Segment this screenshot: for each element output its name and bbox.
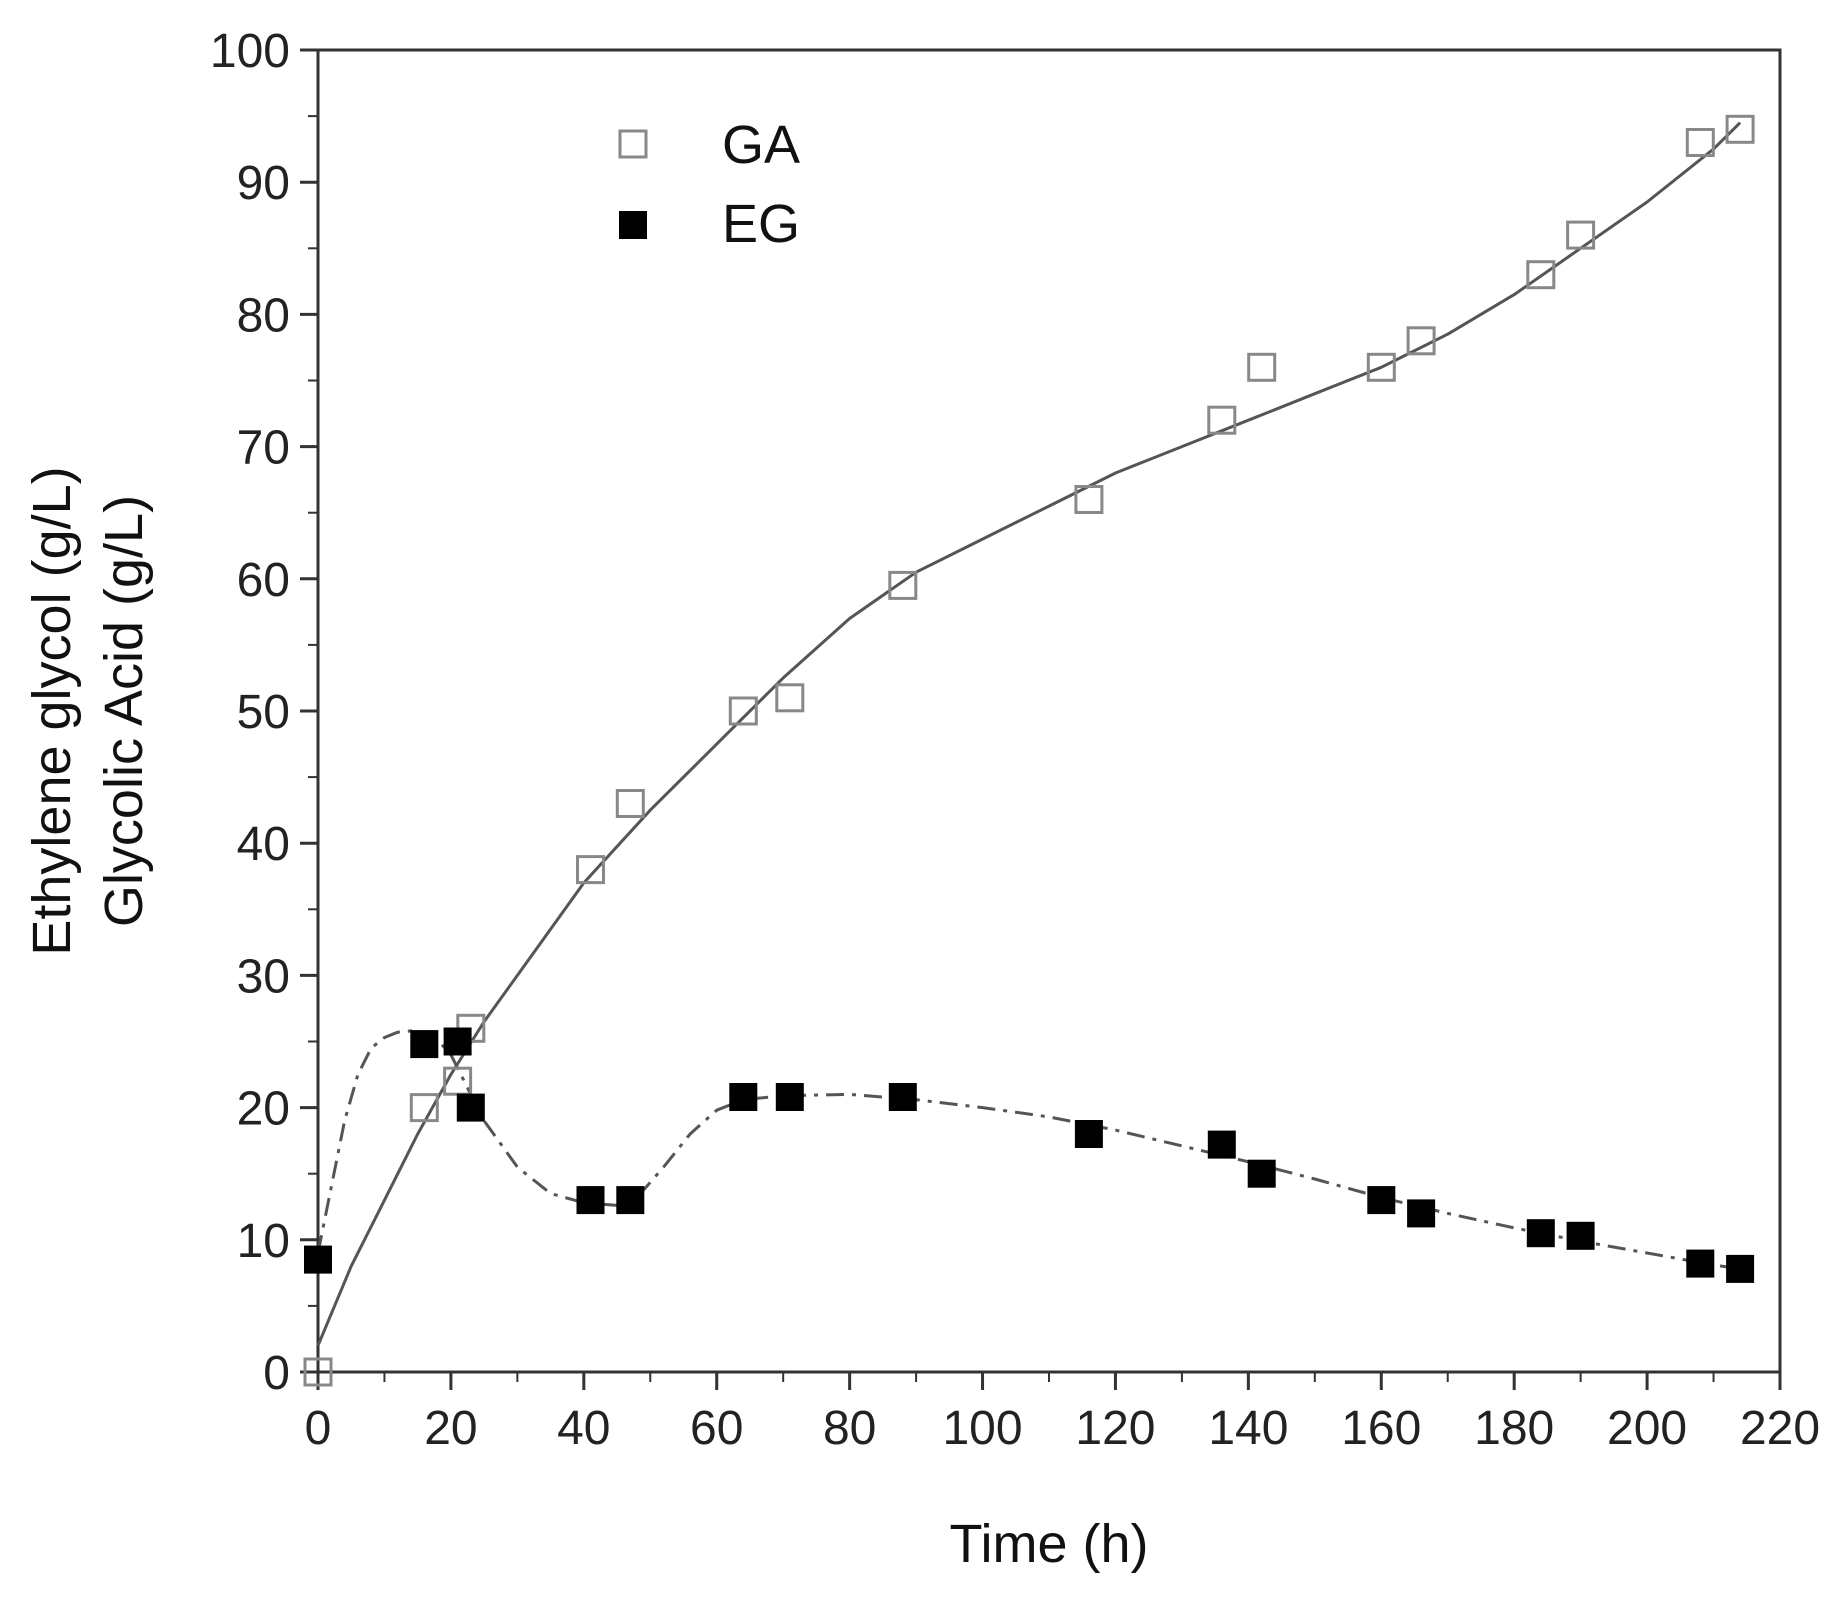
ga-data-point xyxy=(1074,485,1104,514)
legend-label-ga: GA xyxy=(722,115,800,175)
ga-data-point xyxy=(1247,352,1277,382)
eg-data-point xyxy=(456,1093,485,1122)
x-tick-label: 120 xyxy=(1075,1402,1155,1455)
x-tick-label: 40 xyxy=(557,1402,610,1455)
ga-data-point xyxy=(1526,260,1556,290)
y-tick-label: 50 xyxy=(237,686,290,739)
ga-data-point xyxy=(1366,352,1396,382)
x-tick-label: 20 xyxy=(424,1402,477,1455)
eg-data-point xyxy=(1566,1221,1595,1250)
ga-data-point xyxy=(888,570,918,600)
tick-labels: 0 20 40 60 80 100 120 140 160 180 200 220 0 10 20 30 40 5… xyxy=(210,25,1820,1455)
eg-data-point xyxy=(1367,1186,1396,1215)
eg-data-point xyxy=(410,1030,439,1059)
ga-data-point xyxy=(1685,128,1715,157)
y-axis-title-line-2: Glycolic Acid (g/L) xyxy=(94,495,154,927)
x-tick-label: 100 xyxy=(942,1402,1022,1455)
eg-data-point xyxy=(1686,1249,1715,1278)
ga-data-point xyxy=(1566,220,1596,250)
y-tick-label: 10 xyxy=(237,1215,290,1268)
eg-data-point xyxy=(304,1245,332,1274)
eg-data-point xyxy=(576,1186,605,1215)
x-tick-label: 60 xyxy=(690,1402,743,1455)
x-tick-label: 80 xyxy=(823,1402,876,1455)
eg-data-point xyxy=(1526,1219,1555,1248)
x-tick-label: 0 xyxy=(305,1402,332,1455)
ga-data-point xyxy=(615,789,645,818)
eg-data-point xyxy=(888,1083,917,1111)
legend-marker-ga xyxy=(618,129,648,159)
fit-lines xyxy=(316,121,1742,1347)
eg-data-point xyxy=(1247,1159,1276,1188)
plot-frame xyxy=(316,48,1782,1374)
y-tick-label: 30 xyxy=(237,950,290,1003)
eg-data-point xyxy=(616,1186,645,1215)
eg-data-point xyxy=(1726,1254,1755,1283)
ga-data-point xyxy=(775,683,805,713)
x-axis-title: Time (h) xyxy=(950,1514,1149,1574)
eg-data-point xyxy=(775,1083,804,1111)
y-tick-label: 20 xyxy=(237,1083,290,1136)
legend-marker-eg xyxy=(619,211,647,239)
ga-data-point xyxy=(303,1357,333,1387)
x-tick-label: 140 xyxy=(1208,1402,1288,1455)
y-tick-label: 100 xyxy=(210,25,290,78)
eg-data-point xyxy=(729,1083,758,1111)
x-tick-label: 200 xyxy=(1607,1402,1687,1455)
y-tick-label: 0 xyxy=(263,1347,290,1400)
eg-data-point xyxy=(443,1027,472,1056)
y-tick-label: 70 xyxy=(237,422,290,475)
ga-data-point xyxy=(1406,326,1436,356)
legend: GA EG xyxy=(618,115,800,254)
eg-data-point xyxy=(1074,1120,1103,1148)
x-tick-label: 160 xyxy=(1341,1402,1421,1455)
ga-fit-line xyxy=(316,121,1742,1347)
eg-data-point xyxy=(1207,1130,1236,1159)
ticks xyxy=(300,48,1782,1390)
eg-fit-line xyxy=(316,1029,1741,1271)
y-tick-label: 40 xyxy=(237,818,290,871)
y-tick-label: 60 xyxy=(237,554,290,607)
ga-data-point xyxy=(1725,114,1755,144)
legend-label-eg: EG xyxy=(722,194,800,254)
y-tick-label: 90 xyxy=(237,157,290,210)
ga-data-point xyxy=(576,855,605,885)
x-tick-label: 220 xyxy=(1740,1402,1820,1455)
x-tick-label: 180 xyxy=(1474,1402,1554,1455)
y-axis-title-line-1: Ethylene glycol (g/L) xyxy=(22,466,82,955)
ga-data-point xyxy=(409,1093,439,1123)
eg-data-point xyxy=(1407,1199,1436,1228)
y-tick-label: 80 xyxy=(237,289,290,342)
markers xyxy=(303,114,1755,1387)
ga-data-point xyxy=(728,696,758,726)
ga-data-point xyxy=(1207,405,1237,435)
